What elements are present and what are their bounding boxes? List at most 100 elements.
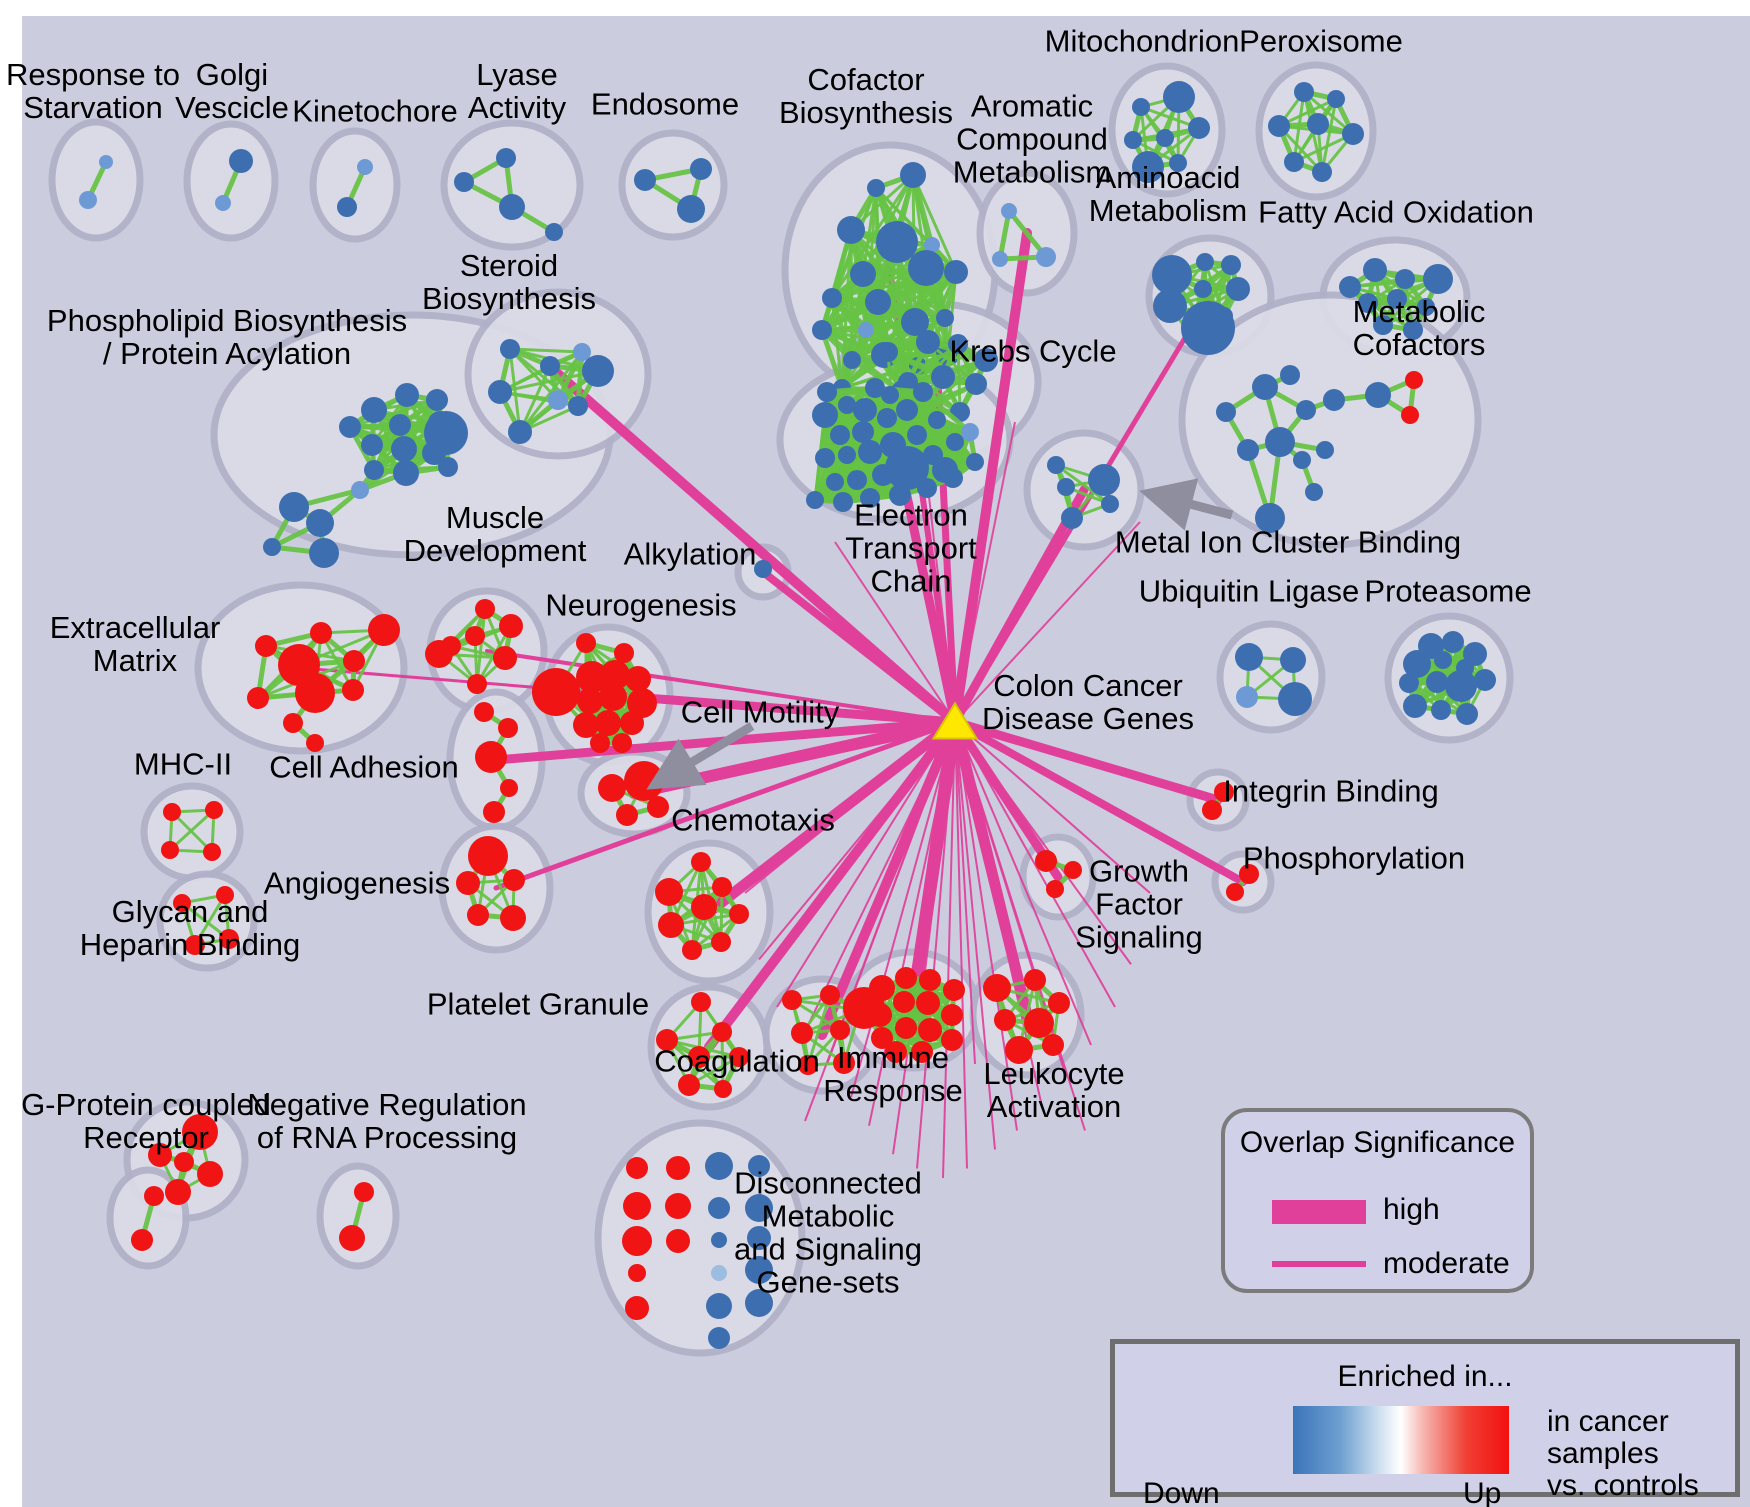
gene-set-node[interactable] bbox=[1316, 441, 1334, 459]
gene-set-node[interactable] bbox=[598, 774, 626, 802]
gene-set-node[interactable] bbox=[931, 365, 955, 389]
gene-set-node[interactable] bbox=[1181, 301, 1235, 355]
gene-set-node[interactable] bbox=[503, 869, 525, 891]
gene-set-node[interactable] bbox=[475, 599, 495, 619]
gene-set-node[interactable] bbox=[994, 1009, 1016, 1031]
gene-set-node[interactable] bbox=[917, 478, 937, 498]
gene-set-node[interactable] bbox=[656, 1029, 678, 1051]
gene-set-node[interactable] bbox=[1216, 402, 1236, 422]
gene-set-node[interactable] bbox=[475, 741, 507, 773]
gene-set-node[interactable] bbox=[215, 195, 231, 211]
gene-set-node[interactable] bbox=[1399, 673, 1419, 693]
gene-set-node[interactable] bbox=[467, 674, 487, 694]
gene-set-node[interactable] bbox=[625, 666, 651, 692]
gene-set-node[interactable] bbox=[357, 159, 373, 175]
gene-set-node[interactable] bbox=[1061, 507, 1083, 529]
gene-set-node[interactable] bbox=[677, 195, 705, 223]
gene-set-node[interactable] bbox=[853, 398, 877, 422]
gene-set-node[interactable] bbox=[255, 635, 277, 657]
gene-set-node[interactable] bbox=[1387, 289, 1407, 309]
gene-set-node[interactable] bbox=[1293, 451, 1311, 469]
gene-set-node[interactable] bbox=[364, 460, 384, 480]
gene-set-node[interactable] bbox=[508, 420, 532, 444]
gene-set-node[interactable] bbox=[1239, 864, 1259, 884]
gene-set-node[interactable] bbox=[708, 1197, 730, 1219]
gene-set-node[interactable] bbox=[79, 191, 97, 209]
gene-set-node[interactable] bbox=[895, 967, 917, 989]
gene-set-node[interactable] bbox=[876, 221, 918, 263]
gene-set-node[interactable] bbox=[745, 1289, 773, 1317]
gene-set-node[interactable] bbox=[1046, 880, 1064, 898]
gene-set-node[interactable] bbox=[283, 713, 303, 733]
gene-set-node[interactable] bbox=[924, 237, 940, 253]
gene-set-node[interactable] bbox=[1132, 98, 1150, 116]
gene-set-node[interactable] bbox=[425, 640, 453, 668]
gene-set-node[interactable] bbox=[820, 985, 840, 1005]
gene-set-node[interactable] bbox=[966, 453, 984, 471]
gene-set-node[interactable] bbox=[907, 425, 927, 445]
gene-set-node[interactable] bbox=[858, 322, 874, 338]
gene-set-node[interactable] bbox=[1226, 277, 1250, 301]
gene-set-node[interactable] bbox=[361, 434, 383, 456]
colon-cancer-disease-genes-hub[interactable] bbox=[931, 701, 979, 740]
gene-set-node[interactable] bbox=[916, 991, 940, 1015]
gene-set-node[interactable] bbox=[665, 1193, 691, 1219]
gene-set-node[interactable] bbox=[493, 646, 517, 670]
gene-set-node[interactable] bbox=[500, 779, 518, 797]
gene-set-node[interactable] bbox=[576, 633, 596, 653]
gene-set-node[interactable] bbox=[878, 342, 898, 362]
gene-set-node[interactable] bbox=[1373, 315, 1393, 335]
gene-set-node[interactable] bbox=[1445, 670, 1477, 702]
gene-set-node[interactable] bbox=[545, 223, 563, 241]
gene-set-node[interactable] bbox=[691, 992, 711, 1012]
gene-set-node[interactable] bbox=[1132, 151, 1164, 183]
gene-set-node[interactable] bbox=[165, 1179, 191, 1205]
gene-set-node[interactable] bbox=[919, 969, 941, 991]
gene-set-node[interactable] bbox=[229, 149, 253, 173]
gene-set-node[interactable] bbox=[144, 1186, 164, 1206]
gene-set-node[interactable] bbox=[1305, 483, 1323, 501]
gene-set-node[interactable] bbox=[691, 894, 717, 920]
gene-set-node[interactable] bbox=[1088, 464, 1120, 496]
gene-set-node[interactable] bbox=[1426, 671, 1448, 693]
gene-set-node[interactable] bbox=[395, 383, 419, 407]
gene-set-node[interactable] bbox=[889, 484, 911, 506]
gene-set-node[interactable] bbox=[711, 1265, 727, 1281]
gene-set-node[interactable] bbox=[499, 194, 525, 220]
gene-set-node[interactable] bbox=[1221, 255, 1241, 275]
gene-set-node[interactable] bbox=[1001, 203, 1017, 219]
gene-set-node[interactable] bbox=[599, 683, 627, 711]
gene-set-node[interactable] bbox=[263, 538, 281, 556]
gene-set-node[interactable] bbox=[1255, 503, 1285, 533]
gene-set-node[interactable] bbox=[908, 250, 944, 286]
gene-set-node[interactable] bbox=[712, 877, 732, 897]
gene-set-node[interactable] bbox=[847, 470, 867, 490]
gene-set-node[interactable] bbox=[948, 334, 968, 354]
gene-set-node[interactable] bbox=[1214, 782, 1234, 802]
gene-set-node[interactable] bbox=[928, 411, 946, 429]
gene-set-node[interactable] bbox=[913, 382, 933, 402]
gene-set-node[interactable] bbox=[500, 339, 520, 359]
gene-set-node[interactable] bbox=[1196, 253, 1214, 271]
gene-set-node[interactable] bbox=[616, 804, 638, 826]
gene-set-node[interactable] bbox=[833, 1052, 855, 1074]
gene-set-node[interactable] bbox=[474, 702, 494, 722]
gene-set-node[interactable] bbox=[205, 801, 223, 819]
gene-set-node[interactable] bbox=[826, 473, 844, 491]
gene-set-node[interactable] bbox=[577, 688, 603, 714]
gene-set-node[interactable] bbox=[393, 460, 419, 486]
gene-set-node[interactable] bbox=[1294, 82, 1314, 102]
gene-set-node[interactable] bbox=[1048, 992, 1070, 1014]
gene-set-node[interactable] bbox=[161, 841, 179, 859]
gene-set-node[interactable] bbox=[626, 1157, 648, 1179]
gene-set-node[interactable] bbox=[745, 1194, 773, 1222]
gene-set-node[interactable] bbox=[944, 260, 968, 284]
gene-set-node[interactable] bbox=[869, 975, 895, 1001]
gene-set-node[interactable] bbox=[682, 940, 702, 960]
gene-set-node[interactable] bbox=[438, 457, 458, 477]
gene-set-node[interactable] bbox=[1252, 374, 1278, 400]
gene-set-node[interactable] bbox=[342, 679, 364, 701]
gene-set-node[interactable] bbox=[900, 162, 926, 188]
gene-set-node[interactable] bbox=[131, 1229, 153, 1251]
gene-set-node[interactable] bbox=[898, 372, 918, 392]
